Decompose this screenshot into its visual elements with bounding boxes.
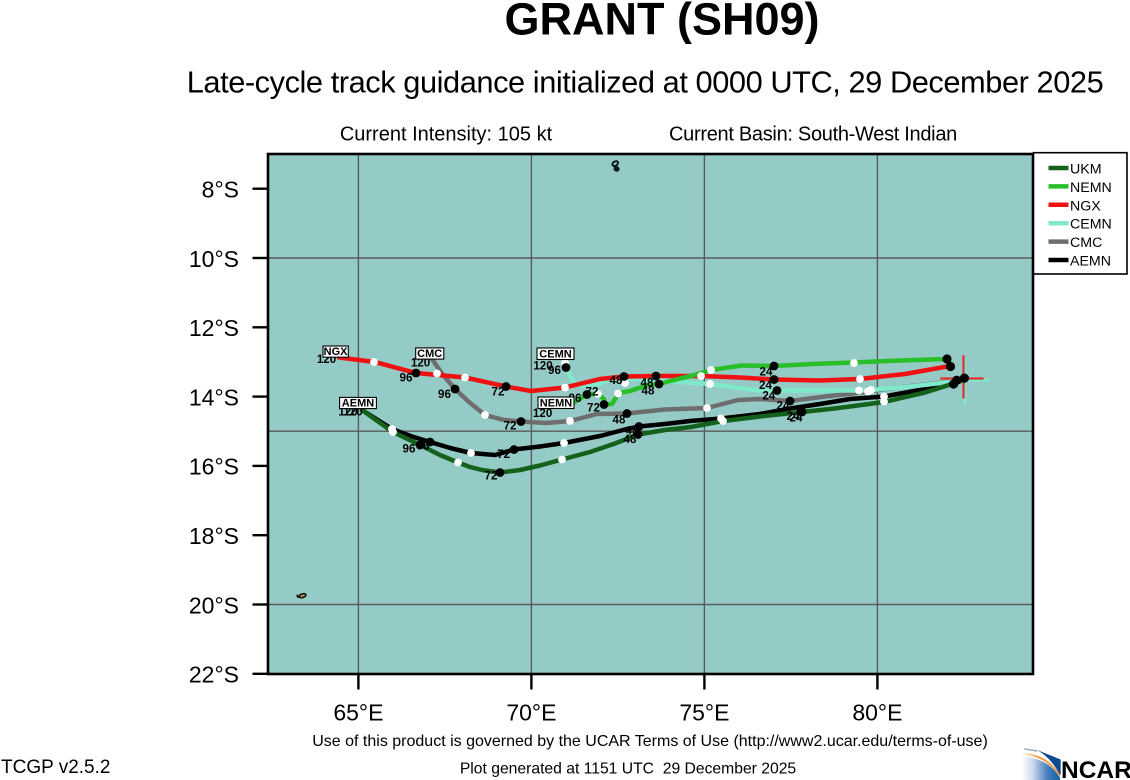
svg-text:CMC: CMC [417, 348, 442, 360]
svg-text:18°S: 18°S [189, 523, 239, 549]
svg-text:20°S: 20°S [189, 592, 239, 618]
svg-text:48: 48 [642, 385, 655, 398]
svg-text:48: 48 [624, 433, 637, 446]
svg-text:CEMN: CEMN [539, 349, 571, 361]
svg-text:120: 120 [533, 360, 552, 373]
svg-text:96: 96 [417, 440, 430, 453]
svg-text:24: 24 [762, 390, 775, 403]
svg-text:CEMN: CEMN [1070, 217, 1112, 233]
svg-text:Late-cycle track guidance init: Late-cycle track guidance initialized at… [187, 65, 1104, 100]
svg-text:65°E: 65°E [333, 700, 383, 726]
svg-text:12°S: 12°S [189, 315, 239, 341]
svg-text:72: 72 [587, 402, 600, 415]
svg-text:24: 24 [787, 410, 800, 423]
svg-text:14°S: 14°S [189, 384, 239, 410]
svg-text:NEMN: NEMN [1070, 180, 1112, 196]
svg-text:NCAR: NCAR [1061, 757, 1130, 780]
svg-text:120: 120 [411, 357, 430, 370]
svg-text:48: 48 [613, 414, 626, 427]
svg-text:16°S: 16°S [189, 454, 239, 480]
svg-text:48: 48 [626, 425, 639, 438]
svg-text:72: 72 [497, 448, 510, 461]
svg-text:Current Basin: South-West Indi: Current Basin: South-West Indian [669, 124, 957, 146]
svg-text:Use of this product is governe: Use of this product is governed by the U… [312, 733, 988, 750]
svg-text:24: 24 [759, 379, 772, 392]
svg-text:72: 72 [492, 386, 505, 399]
svg-text:NGX: NGX [1070, 198, 1101, 214]
svg-text:AEMN: AEMN [1070, 254, 1111, 270]
svg-text:96: 96 [548, 364, 561, 377]
svg-text:96: 96 [438, 388, 451, 401]
svg-text:72: 72 [586, 386, 599, 399]
svg-text:UKM: UKM [1070, 162, 1102, 178]
svg-text:8°S: 8°S [202, 177, 239, 203]
svg-text:48: 48 [610, 374, 623, 387]
svg-text:70°E: 70°E [506, 700, 556, 726]
svg-text:Plot generated at 1151 UTC 29: Plot generated at 1151 UTC 29 December 2… [460, 761, 797, 778]
svg-text:22°S: 22°S [189, 662, 239, 688]
svg-text:TCGP v2.5.2: TCGP v2.5.2 [1, 757, 110, 778]
svg-text:GRANT (SH09): GRANT (SH09) [504, 0, 819, 45]
svg-text:24: 24 [790, 412, 803, 425]
svg-text:96: 96 [400, 372, 413, 385]
svg-text:AEMN: AEMN [342, 398, 374, 410]
svg-text:80°E: 80°E [852, 700, 902, 726]
svg-text:CMC: CMC [1070, 235, 1102, 251]
svg-text:75°E: 75°E [679, 700, 729, 726]
svg-text:Current Intensity: 105 kt: Current Intensity: 105 kt [340, 124, 553, 146]
svg-text:120: 120 [533, 407, 552, 420]
svg-text:10°S: 10°S [189, 246, 239, 272]
svg-text:24: 24 [760, 366, 773, 379]
svg-text:24: 24 [777, 400, 790, 413]
svg-text:NEMN: NEMN [540, 398, 572, 410]
svg-text:96: 96 [403, 443, 416, 456]
svg-text:NGX: NGX [324, 346, 349, 358]
svg-text:72: 72 [485, 470, 498, 483]
svg-text:72: 72 [504, 420, 517, 433]
svg-text:48: 48 [641, 377, 654, 390]
